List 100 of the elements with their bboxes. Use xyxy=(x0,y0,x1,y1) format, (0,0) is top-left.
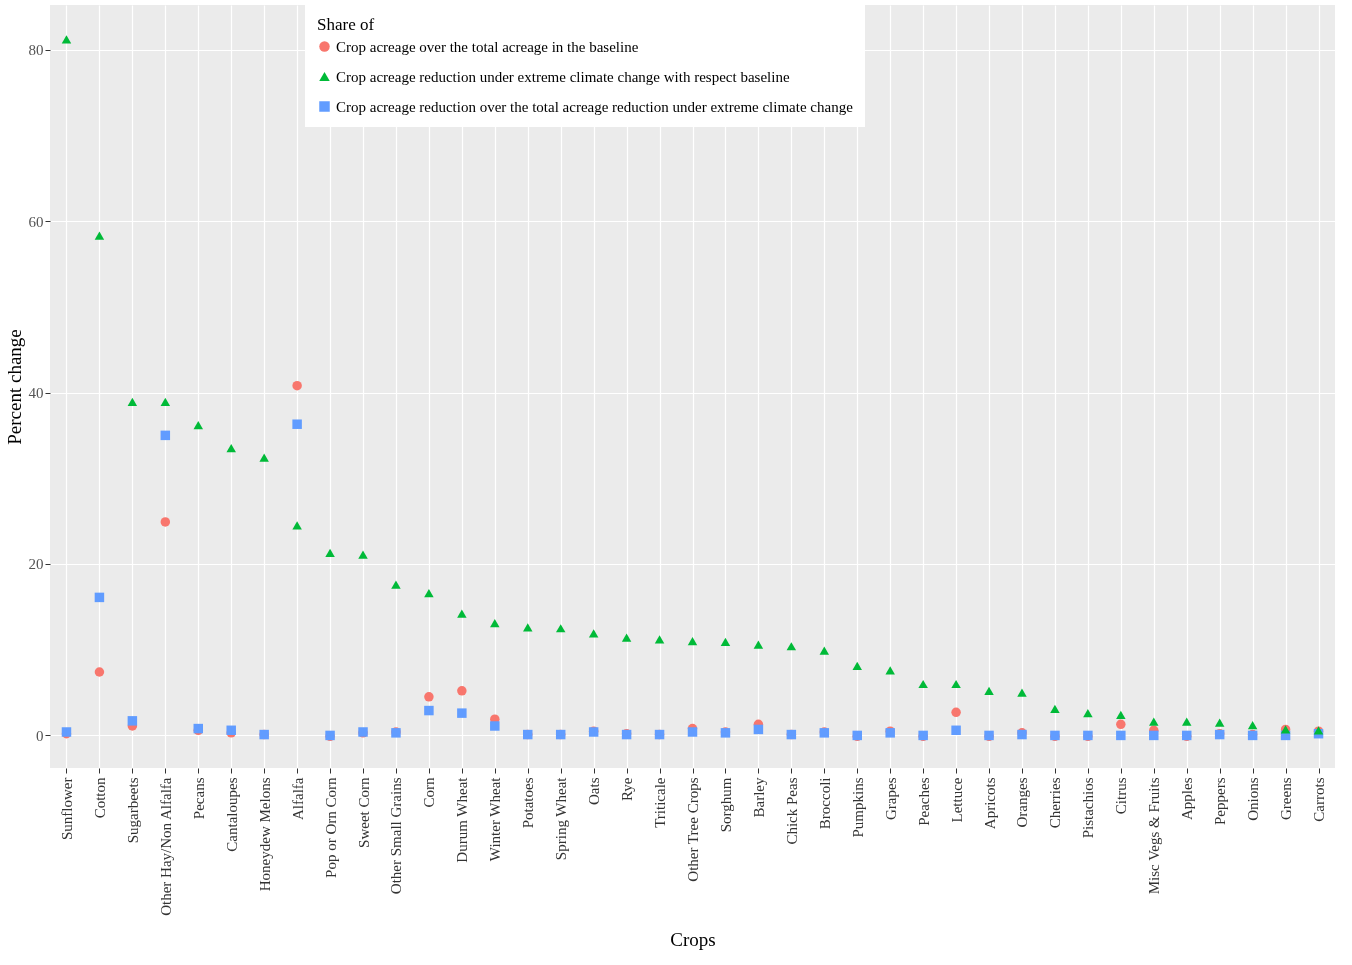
point xyxy=(588,629,599,638)
x-tick-label: Greens xyxy=(1278,777,1295,820)
y-tick-label: 20 xyxy=(28,556,44,573)
x-tick-label: Other Small Grains xyxy=(388,777,405,895)
x-tick-label: Grapes xyxy=(882,777,899,820)
point xyxy=(1247,721,1258,730)
x-tick-label: Honeydew Melons xyxy=(256,777,273,892)
x-tick-label: Misc Vegs & Fruits xyxy=(1146,777,1163,895)
point xyxy=(523,623,533,632)
point xyxy=(391,580,401,589)
point xyxy=(127,397,138,407)
point xyxy=(1149,730,1159,741)
point xyxy=(1116,719,1126,730)
x-tick-label: Pecans xyxy=(190,777,207,820)
point xyxy=(424,705,434,716)
point xyxy=(687,637,698,646)
point xyxy=(1116,730,1126,741)
point xyxy=(160,397,171,407)
x-tick-label: Other Tree Crops xyxy=(685,777,701,882)
x-tick-label: Rye xyxy=(619,777,636,802)
x-tick-label: Pistachios xyxy=(1080,777,1097,839)
legend-label: Crop acreage reduction under extreme climate change with respect baseline xyxy=(336,68,790,85)
point xyxy=(1017,688,1027,697)
x-tick-label: Cotton xyxy=(91,777,108,819)
x-tick-label: Cantaloupes xyxy=(223,777,240,852)
point xyxy=(1149,717,1159,726)
y-tick-label: 40 xyxy=(28,385,44,401)
point xyxy=(687,727,698,737)
point xyxy=(160,517,171,527)
x-tick-label: Sunflower xyxy=(58,777,75,840)
x-tick-label: Barley xyxy=(750,777,767,818)
x-tick-label: Alfalfa xyxy=(289,777,306,820)
point xyxy=(457,708,467,718)
point xyxy=(1083,709,1093,718)
point xyxy=(193,420,204,430)
point xyxy=(951,707,961,718)
point xyxy=(753,640,764,649)
y-axis-title: Percent change xyxy=(3,329,25,445)
x-tick-label: Peppers xyxy=(1212,777,1229,825)
point xyxy=(951,725,961,736)
point xyxy=(94,667,105,677)
x-tick-label: Pop or Orn Corn xyxy=(322,777,339,878)
x-tick-label: Apricots xyxy=(981,777,998,830)
x-tick-label: Citrus xyxy=(1113,777,1130,815)
point xyxy=(819,646,830,655)
point xyxy=(94,592,105,603)
x-tick-label: Chick Peas xyxy=(783,777,800,845)
point xyxy=(457,686,467,696)
point xyxy=(621,633,632,642)
point xyxy=(490,619,500,628)
point xyxy=(61,35,72,44)
x-tick-label: Potatoes xyxy=(520,777,537,829)
point xyxy=(160,430,171,441)
point xyxy=(358,550,368,559)
point xyxy=(1050,704,1060,713)
x-tick-label: Corn xyxy=(421,777,438,808)
point xyxy=(292,380,302,391)
point xyxy=(226,444,236,453)
point xyxy=(885,666,895,675)
x-tick-label: Triticale xyxy=(652,777,669,828)
point xyxy=(490,721,500,731)
x-tick-label: Broccoli xyxy=(816,777,833,830)
point xyxy=(94,231,105,240)
point xyxy=(720,637,731,647)
x-tick-label: Spring Wheat xyxy=(553,776,570,861)
legend-title: Share of xyxy=(317,15,375,34)
y-tick-label: 0 xyxy=(36,727,44,744)
point xyxy=(1116,710,1126,719)
x-tick-label: Winter Wheat xyxy=(487,776,504,862)
x-tick-label: Other Hay/Non Alfalfa xyxy=(157,777,174,916)
point xyxy=(292,419,302,429)
point xyxy=(984,686,994,695)
point xyxy=(852,661,862,671)
point xyxy=(555,624,566,633)
x-tick-label: Apples xyxy=(1179,777,1196,820)
x-tick-label: Oats xyxy=(586,777,603,805)
x-tick-label: Durum Wheat xyxy=(454,776,471,863)
point xyxy=(325,548,335,557)
x-tick-label: Cherries xyxy=(1047,777,1064,829)
x-tick-label: Carrots xyxy=(1311,777,1328,822)
point xyxy=(457,609,467,618)
x-tick-label: Peaches xyxy=(915,777,932,826)
x-tick-label: Sugarbeets xyxy=(124,777,141,844)
legend-label: Crop acreage over the total acreage in the baseline xyxy=(336,38,639,55)
x-tick-label: Sweet Corn xyxy=(355,777,372,848)
point xyxy=(753,724,764,735)
y-tick-label: 80 xyxy=(28,42,44,59)
point xyxy=(259,453,269,462)
point xyxy=(424,692,434,702)
point xyxy=(951,679,961,689)
y-tick-label: 60 xyxy=(28,213,44,230)
x-tick-label: Oranges xyxy=(1014,777,1031,828)
point xyxy=(1214,718,1225,727)
point xyxy=(786,642,797,651)
point xyxy=(654,635,665,644)
x-tick-label: Pumpkins xyxy=(849,777,866,838)
x-tick-label: Onions xyxy=(1245,777,1262,821)
point xyxy=(1181,717,1192,726)
x-tick-label: Sorghum xyxy=(717,777,734,833)
x-tick-label: Lettuce xyxy=(948,777,965,823)
